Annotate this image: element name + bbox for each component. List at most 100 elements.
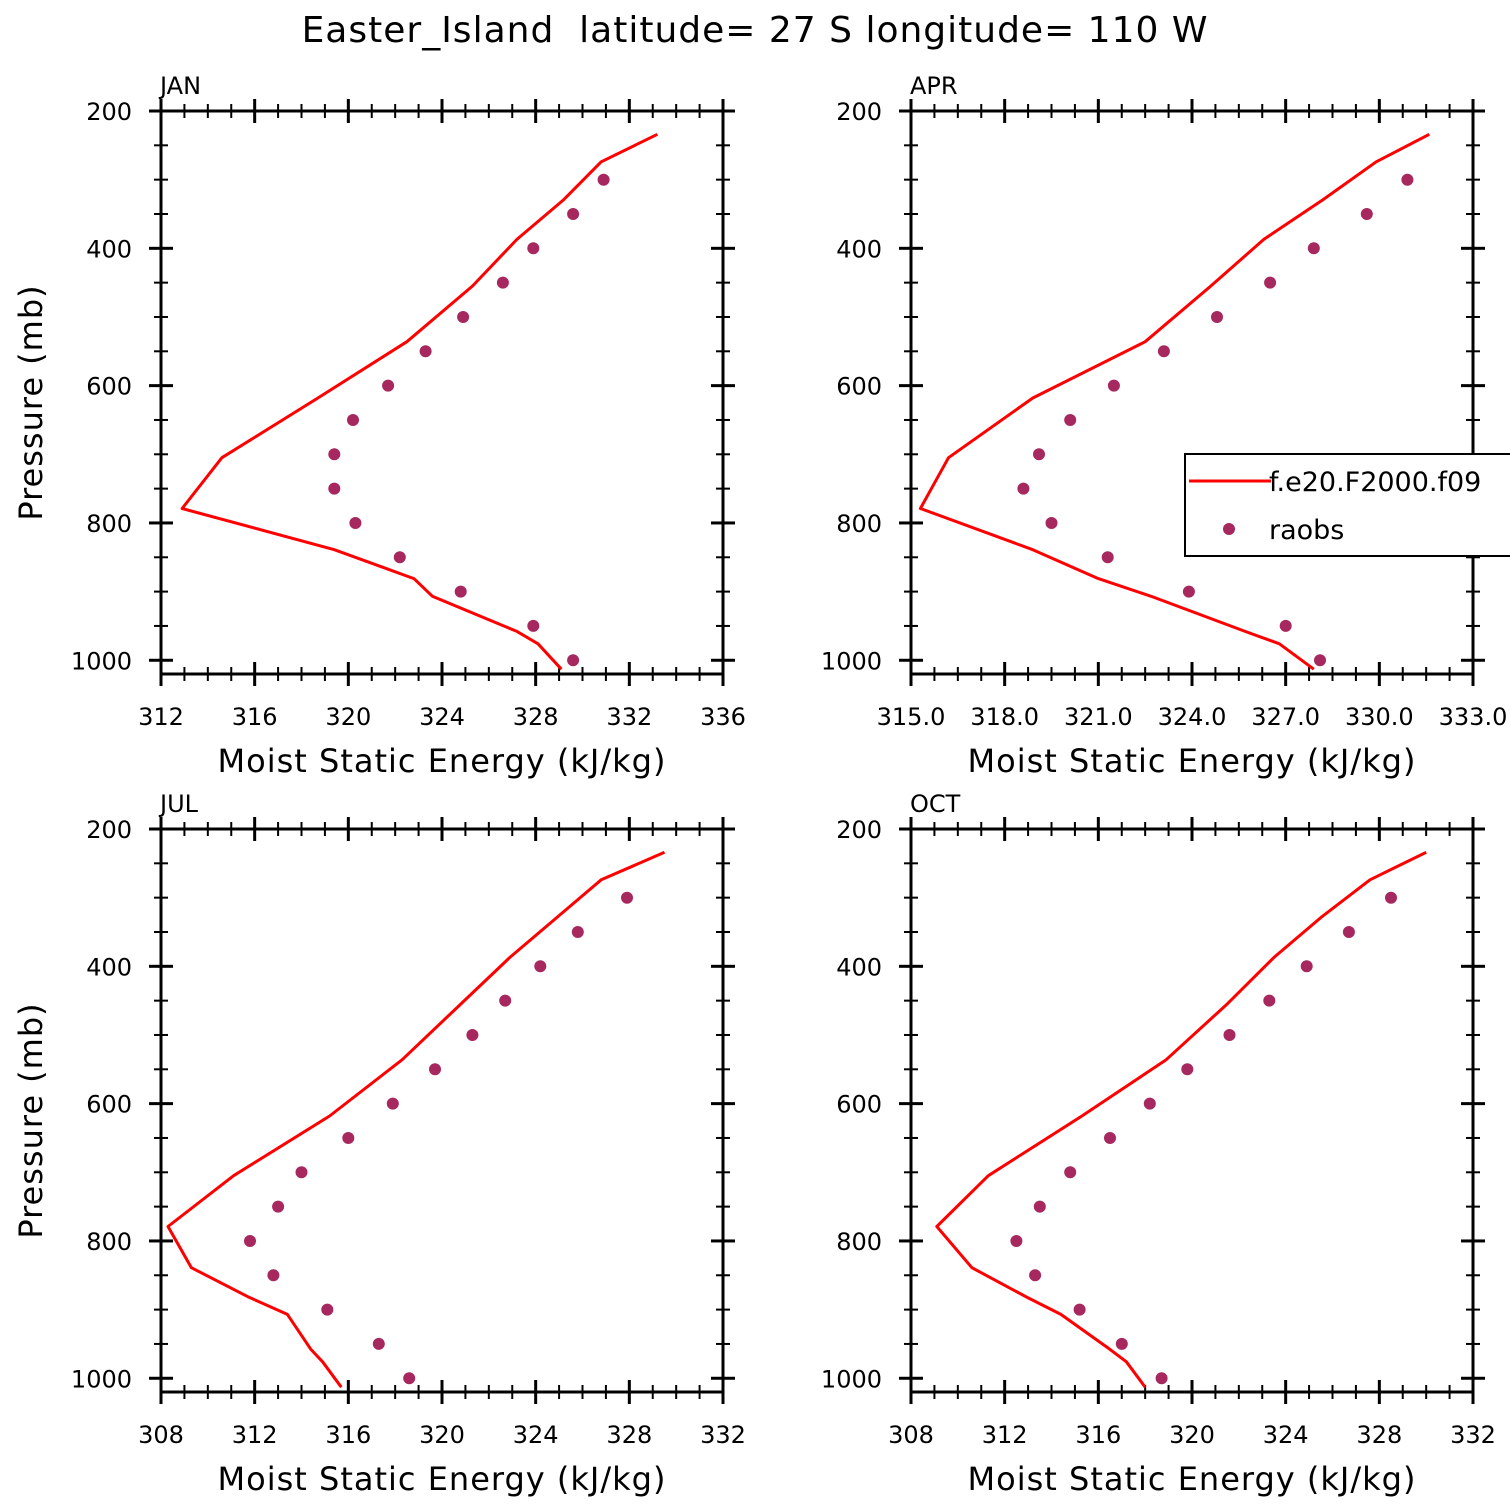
raobs-point [1033,1200,1046,1213]
raobs-point [1104,1132,1116,1144]
raobs-point [1385,891,1397,904]
legend-label-raobs: raobs [1269,515,1344,546]
raobs-point [1029,1269,1042,1282]
x-axis-title: Moist Static Energy (kJ/kg) [968,1460,1417,1498]
x-tick-label: 336 [700,703,746,731]
raobs-point [349,517,362,529]
panel-jan: 312 316 320 324 328 332 336 200 400 600 800 1000 JAN… [12,72,746,780]
raobs-point [1314,654,1326,667]
raobs-point [1101,551,1114,564]
panel-label: APR [910,72,958,100]
plot-area [166,850,666,1389]
raobs-point [403,1372,416,1385]
y-tick-label: 400 [86,235,132,263]
y-tick-label: 1000 [71,1365,132,1393]
y-tick-label: 200 [86,98,132,126]
x-tick-label: 320 [1169,1421,1215,1449]
x-tick-label: 308 [138,1421,184,1449]
raobs-point [1017,482,1030,495]
raobs-point [347,414,359,426]
raobs-point [1182,585,1195,598]
raobs-point [457,311,470,323]
y-tick-label: 1000 [821,1365,882,1393]
raobs-point [1181,1063,1194,1076]
x-tick-label: 328 [513,703,559,731]
raobs-point [1107,379,1120,392]
raobs-point [328,448,341,461]
raobs-point [1155,1372,1168,1385]
panel-label: JUL [158,790,199,818]
series-line-model [935,850,1427,1389]
raobs-point [1073,1303,1086,1316]
y-tick-label: 200 [86,816,132,844]
raobs-point [527,242,540,255]
plot-area [180,132,659,671]
x-tick-label: 321.0 [1064,703,1133,731]
y-tick-label: 200 [836,98,882,126]
raobs-point [571,926,584,938]
raobs-point [496,276,509,289]
panel-label: OCT [910,790,961,818]
raobs-point [1264,276,1277,289]
raobs-point [419,345,432,358]
raobs-point [244,1235,256,1247]
x-axis-title: Moist Static Energy (kJ/kg) [218,742,667,780]
y-tick-label: 400 [86,953,132,981]
raobs-point [1115,1337,1128,1350]
legend-marker-swatch [1223,523,1235,535]
raobs-point [1157,345,1170,358]
y-axis-title: Pressure (mb) [12,1002,50,1238]
raobs-point [1279,619,1292,632]
x-tick-label: 315.0 [877,703,946,731]
series-line-model [180,132,659,671]
x-tick-label: 324.0 [1158,703,1227,731]
x-tick-label: 332 [700,1421,746,1449]
raobs-point [454,585,467,598]
raobs-point [1263,994,1276,1007]
raobs-point [429,1063,441,1076]
plot-frame [909,827,1475,1394]
y-tick-label: 1000 [821,647,882,675]
raobs-point [1360,208,1373,220]
panel-apr: 315.0 318.0 321.0 324.0 327.0 330.0 333.0 200 40… [821,72,1507,780]
raobs-point [1342,926,1355,938]
raobs-point [1223,1029,1236,1041]
x-tick-label: 316 [325,1421,371,1449]
y-tick-label: 600 [836,1091,882,1119]
y-tick-label: 1000 [71,647,132,675]
x-tick-label: 332 [1450,1421,1496,1449]
raobs-point [597,173,610,186]
x-tick-label: 333.0 [1439,703,1508,731]
raobs-point [1211,311,1223,323]
x-tick-label: 324 [513,1421,559,1449]
x-axis-title: Moist Static Energy (kJ/kg) [968,742,1417,780]
page-title: Easter_Island latitude= 27 S longitude= … [301,10,1209,51]
raobs-point [466,1029,479,1041]
raobs-point [382,379,395,392]
y-tick-label: 200 [836,816,882,844]
y-tick-label: 400 [836,235,882,263]
raobs-point [1033,448,1045,461]
legend-box [1184,453,1510,557]
plot-area [918,132,1430,671]
legend-label-model: f.e20.F2000.f09 [1269,467,1481,498]
x-tick-label: 316 [232,703,278,731]
series-line-model [918,132,1430,671]
y-tick-label: 800 [86,1228,132,1256]
raobs-point [527,619,540,632]
raobs-point [1307,242,1320,255]
raobs-point [534,960,547,973]
y-tick-label: 600 [86,373,132,401]
raobs-point [342,1132,355,1144]
plot-area [935,850,1427,1389]
series-line-model [166,850,666,1389]
raobs-point [1143,1097,1156,1110]
raobs-point [499,994,512,1007]
x-tick-label: 318.0 [970,703,1039,731]
y-axis-title: Pressure (mb) [12,284,50,520]
raobs-point [386,1097,399,1110]
x-tick-label: 312 [232,1421,278,1449]
raobs-point [321,1303,334,1316]
x-tick-label: 308 [888,1421,934,1449]
raobs-point [1010,1235,1023,1247]
